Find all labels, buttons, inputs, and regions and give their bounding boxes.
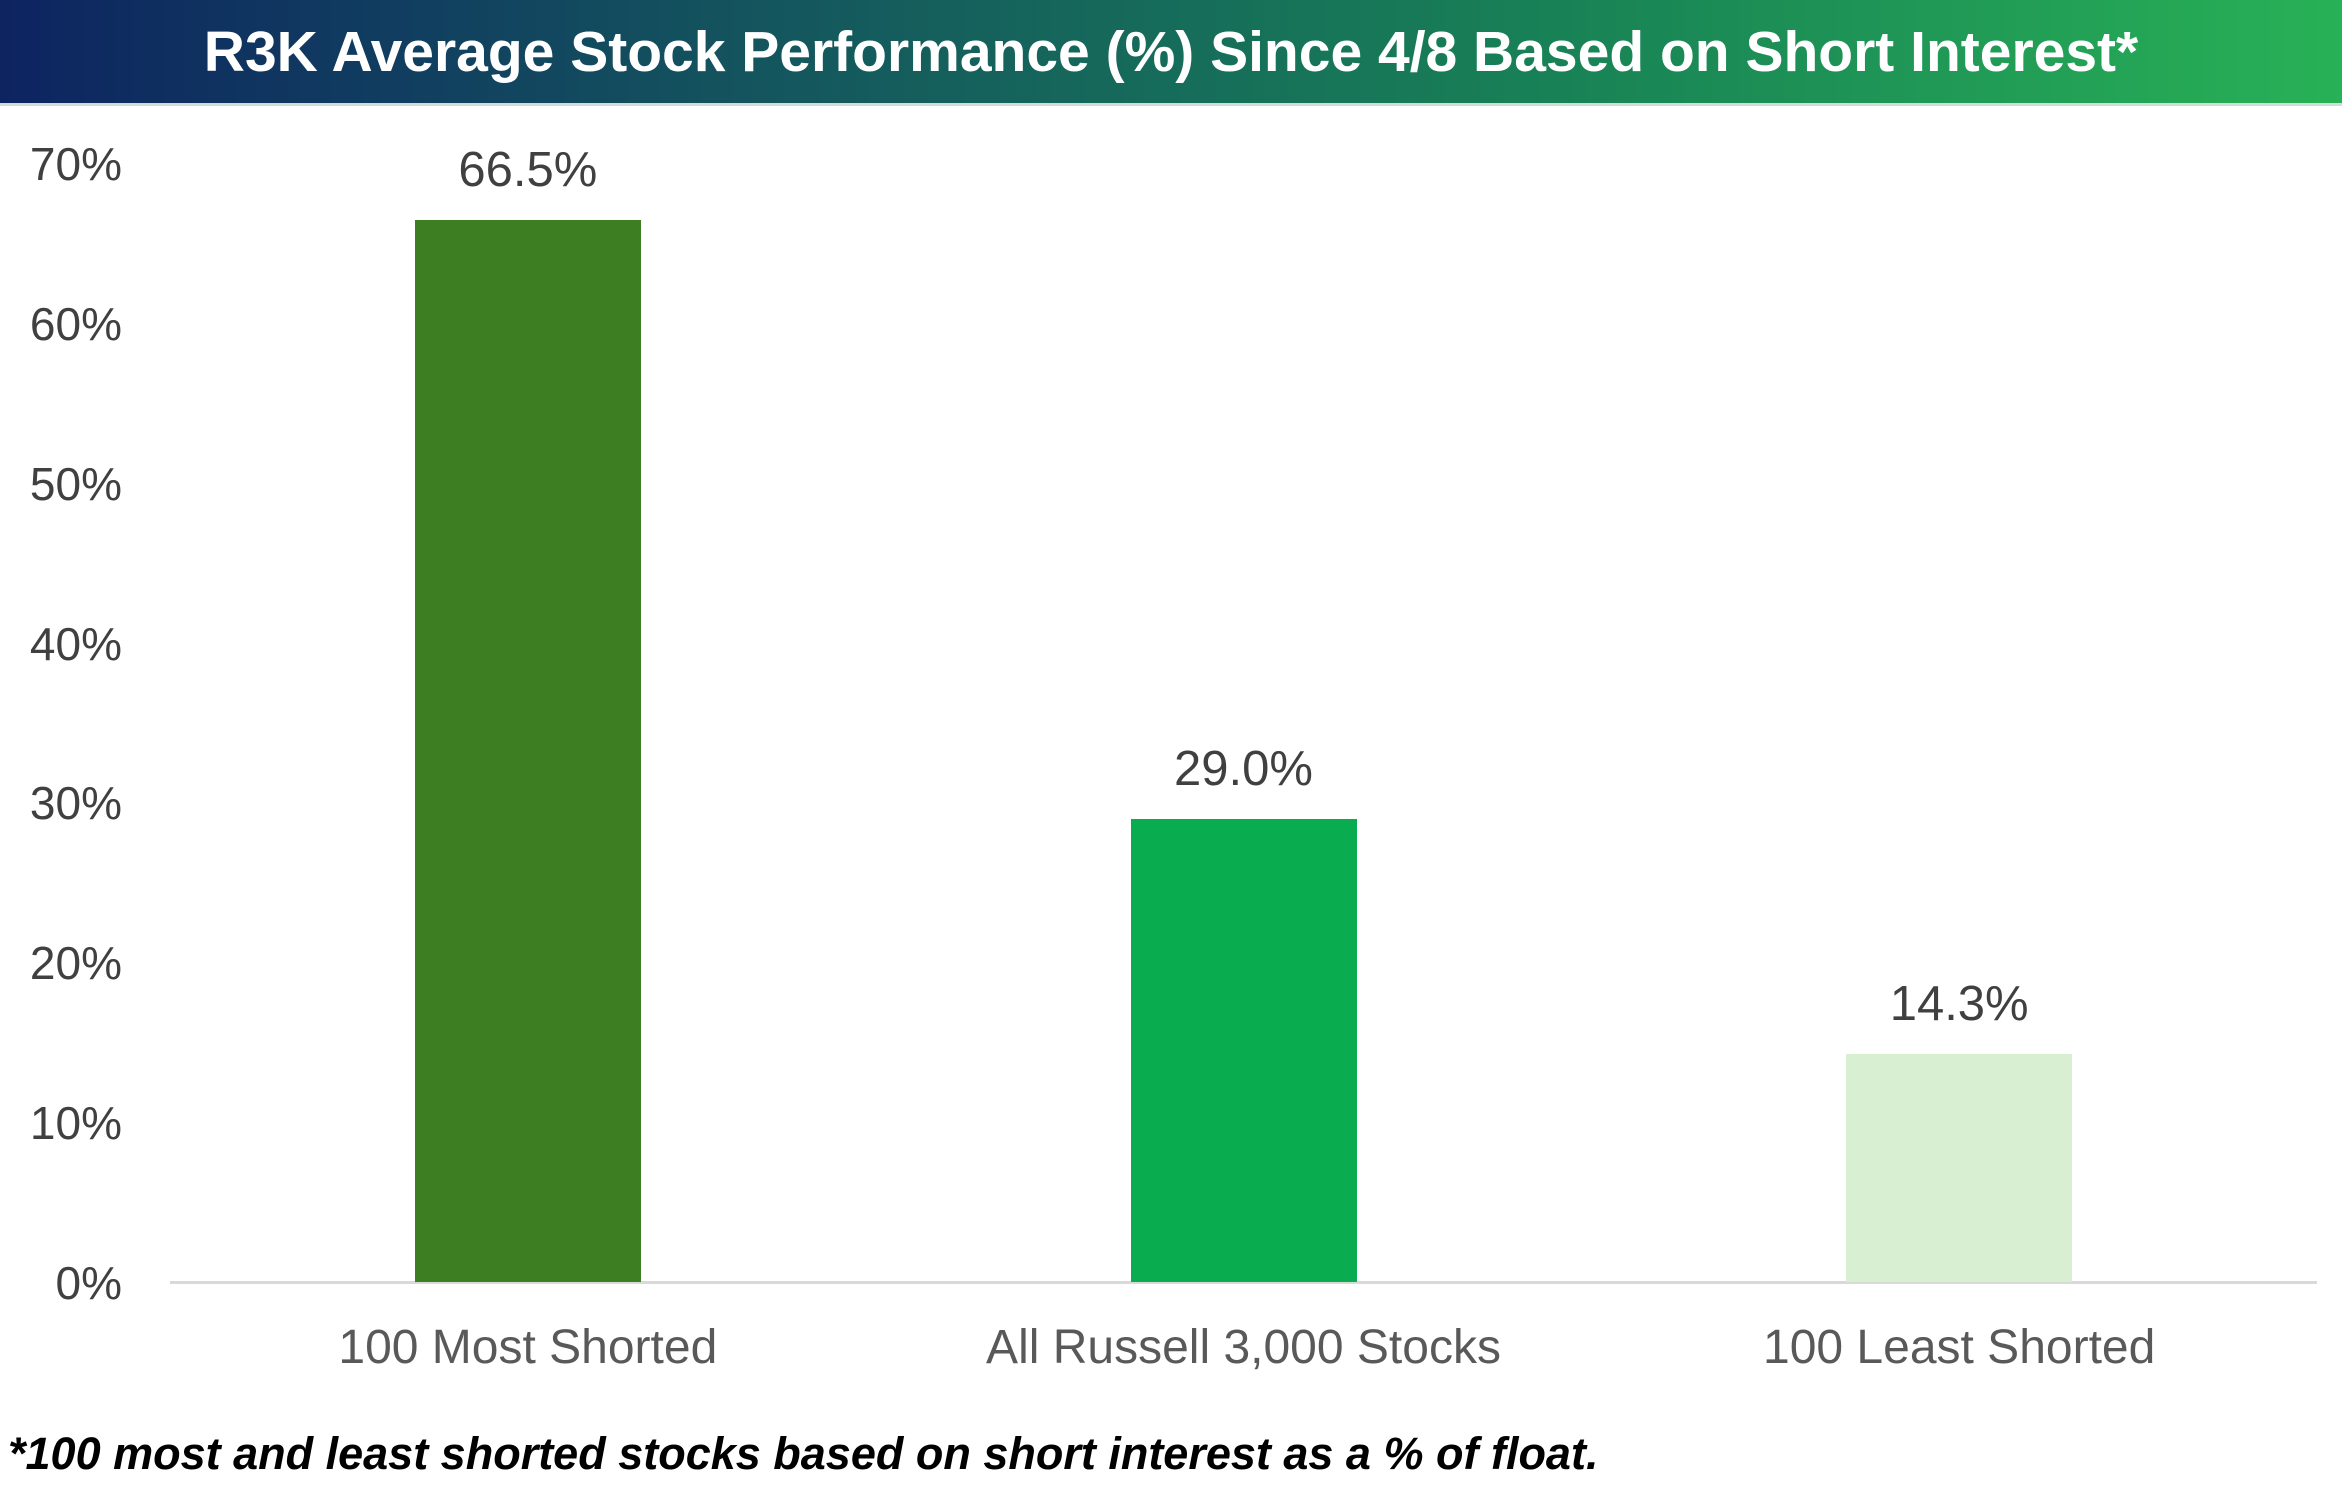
y-axis-tick-label: 10%: [29, 1097, 122, 1150]
y-axis-tick-label: 70%: [29, 138, 122, 190]
bar-all-russell-3-000-stocks: [1130, 819, 1357, 1282]
chart-title: R3K Average Stock Performance (%) Since …: [203, 19, 2139, 84]
bar-100-most-shorted: [414, 219, 641, 1282]
y-axis-tick-label: 30%: [29, 777, 122, 830]
y-axis-tick-label: 0%: [55, 1257, 122, 1309]
x-axis-line: [170, 1281, 2317, 1284]
y-axis-tick-label: 40%: [29, 617, 122, 670]
footnote: *100 most and least shorted stocks based…: [8, 1428, 1599, 1479]
y-axis-tick-label: 60%: [29, 297, 122, 350]
x-axis-category-label: 100 Least Shorted: [1763, 1321, 2156, 1374]
x-axis-category-label: All Russell 3,000 Stocks: [986, 1321, 1501, 1374]
bar-value-label: 66.5%: [458, 142, 598, 197]
bar-value-label: 29.0%: [1174, 742, 1313, 797]
bar-100-least-shorted: [1846, 1054, 2073, 1282]
x-axis-category-label: 100 Most Shorted: [338, 1321, 718, 1374]
chart-title-bar: R3K Average Stock Performance (%) Since …: [0, 0, 2342, 106]
y-axis-tick-label: 20%: [29, 937, 122, 990]
bar-value-label: 14.3%: [1889, 977, 2029, 1032]
y-axis-tick-label: 50%: [29, 457, 122, 510]
